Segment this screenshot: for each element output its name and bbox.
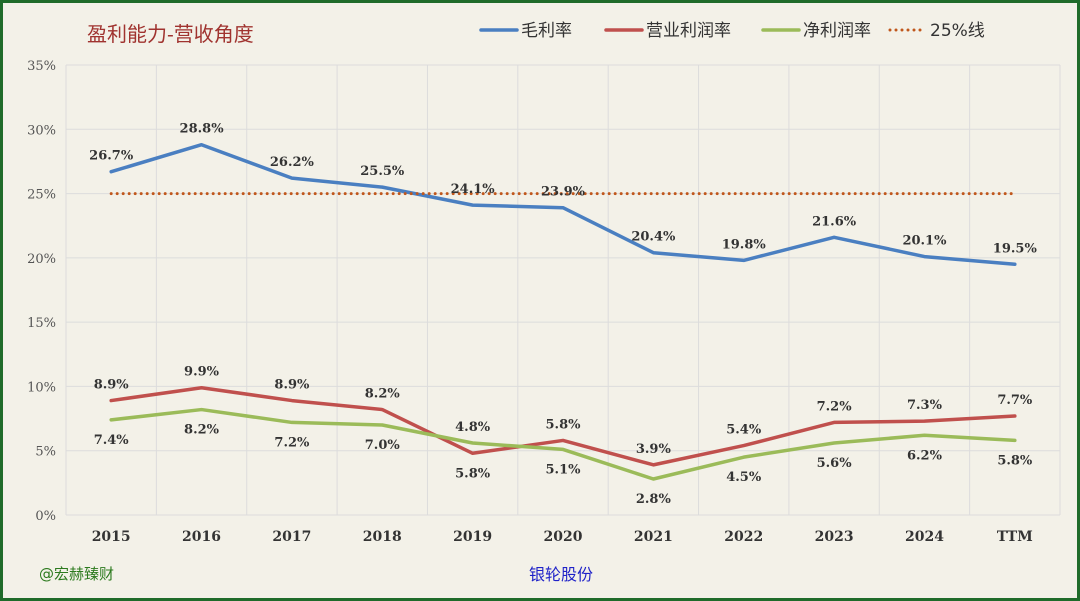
series-line xyxy=(109,407,1017,481)
data-label: 6.2% xyxy=(907,448,943,463)
data-label: 8.9% xyxy=(274,378,310,393)
legend: 毛利率 营业利润率 净利润率 25%线 xyxy=(479,21,985,41)
data-label: 21.6% xyxy=(812,214,857,229)
legend-label: 净利润率 xyxy=(803,21,871,41)
series-line xyxy=(109,142,1017,267)
legend-label: 25%线 xyxy=(930,21,985,41)
chart-svg: 盈利能力-营收角度 0%5%10%15%20%25%30%35% 2015 201… xyxy=(27,21,1061,584)
data-label: 7.3% xyxy=(907,398,943,413)
data-label: 26.2% xyxy=(270,155,315,170)
data-label: 25.5% xyxy=(360,164,405,179)
y-tick-label: 20% xyxy=(27,252,56,267)
x-tick-label: 2016 xyxy=(182,529,221,545)
x-tick-label: 2023 xyxy=(815,529,854,545)
data-label: 5.8% xyxy=(455,466,491,481)
company-name: 银轮股份 xyxy=(529,565,593,584)
data-label: 19.8% xyxy=(722,237,767,252)
data-label: 7.4% xyxy=(94,433,130,448)
x-tick-label: 2022 xyxy=(724,529,763,545)
data-label: 2.8% xyxy=(636,492,672,507)
data-label: 28.8% xyxy=(180,122,225,137)
legend-label: 毛利率 xyxy=(521,21,572,41)
series-lines xyxy=(109,142,1017,481)
data-label: 4.5% xyxy=(726,470,762,485)
y-tick-label: 0% xyxy=(35,509,56,524)
y-tick-label: 30% xyxy=(27,123,56,138)
x-tick-label: 2021 xyxy=(634,529,673,545)
data-label: 5.8% xyxy=(997,453,1033,468)
data-label: 24.1% xyxy=(451,182,496,197)
watermark: @宏赫臻财 xyxy=(39,565,114,583)
data-label: 5.4% xyxy=(726,423,762,438)
chart-title: 盈利能力-营收角度 xyxy=(87,22,254,46)
legend-label: 营业利润率 xyxy=(646,21,731,41)
data-label: 4.8% xyxy=(455,420,491,435)
data-labels: 26.7% 28.8% 26.2% 25.5% 24.1% 23.9% 20.4% 19.8%… xyxy=(89,122,1037,507)
data-label: 5.8% xyxy=(546,417,582,432)
x-tick-label: 2018 xyxy=(363,529,402,545)
y-tick-label: 10% xyxy=(27,380,56,395)
data-label: 8.2% xyxy=(365,387,401,402)
data-label: 5.1% xyxy=(546,462,582,477)
y-axis-ticks: 0% 5% 10% 15% 20% 25% 30% 35% xyxy=(27,59,56,524)
x-tick-label: 2019 xyxy=(453,529,492,545)
data-label: 8.2% xyxy=(184,423,220,438)
data-label: 7.2% xyxy=(817,399,853,414)
x-tick-label: TTM xyxy=(997,529,1033,545)
data-label: 20.1% xyxy=(902,234,947,249)
data-label: 5.6% xyxy=(817,456,853,471)
data-label: 8.9% xyxy=(94,378,130,393)
data-label: 7.7% xyxy=(997,393,1033,408)
data-label: 9.9% xyxy=(184,365,220,380)
data-label: 7.0% xyxy=(365,438,401,453)
data-label: 19.5% xyxy=(993,241,1038,256)
series-line xyxy=(109,385,1017,467)
x-axis-ticks: 2015 2016 2017 2018 2019 2020 2021 2022 2023 2024… xyxy=(92,529,1033,545)
x-tick-label: 2020 xyxy=(544,529,583,545)
y-tick-label: 25% xyxy=(27,188,56,203)
x-tick-label: 2015 xyxy=(92,529,131,545)
y-tick-label: 5% xyxy=(35,445,56,460)
x-tick-label: 2024 xyxy=(905,529,944,545)
x-tick-label: 2017 xyxy=(272,529,311,545)
data-label: 26.7% xyxy=(89,149,134,164)
y-tick-label: 35% xyxy=(27,59,56,74)
data-label: 7.2% xyxy=(274,435,310,450)
y-tick-label: 15% xyxy=(27,316,56,331)
data-label: 23.9% xyxy=(541,185,586,200)
data-label: 20.4% xyxy=(631,230,676,245)
data-label: 3.9% xyxy=(636,442,672,457)
